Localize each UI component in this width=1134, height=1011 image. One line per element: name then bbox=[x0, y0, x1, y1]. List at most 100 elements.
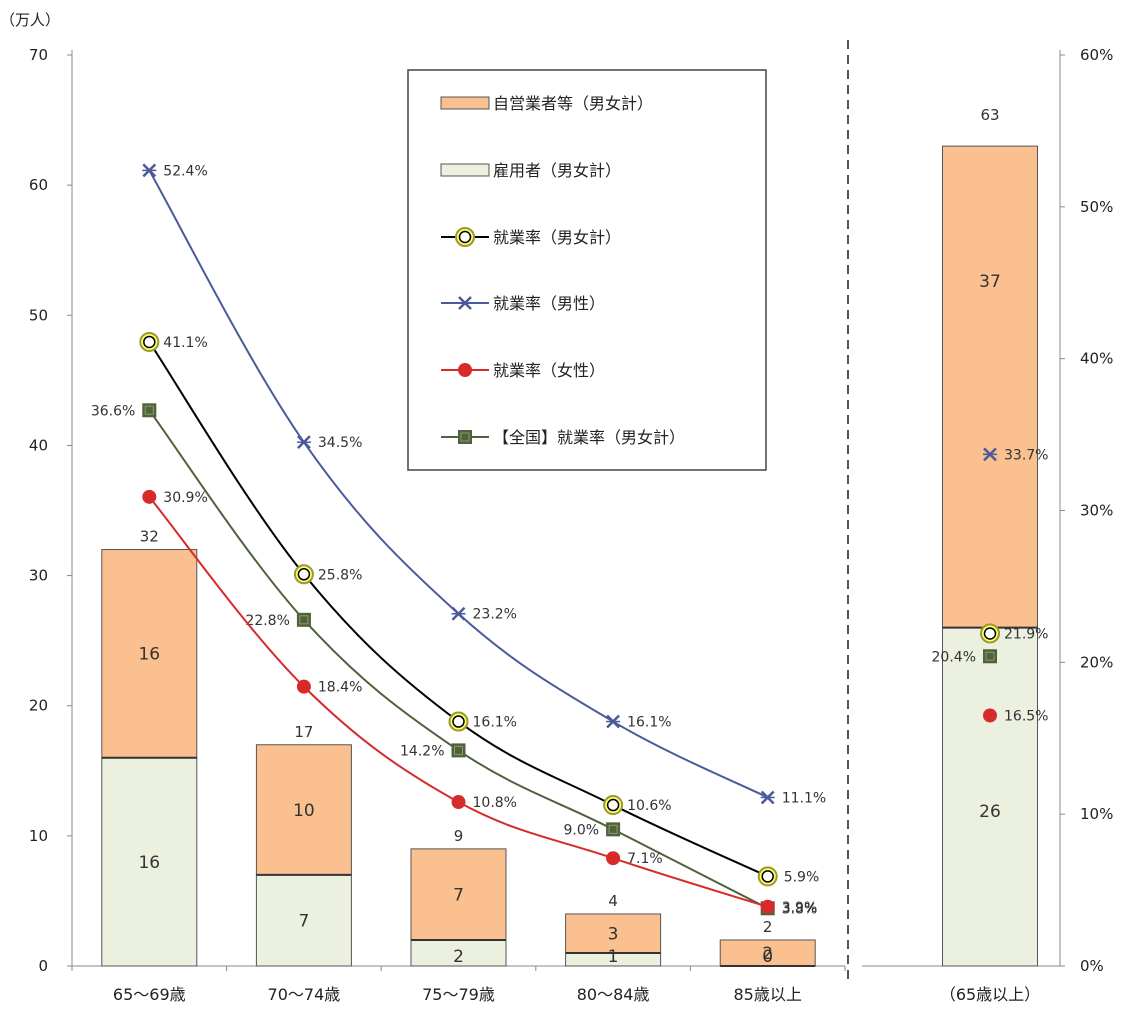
series-marker-total bbox=[983, 649, 997, 664]
y-tick-label-right: 10% bbox=[1080, 805, 1113, 823]
series-marker bbox=[451, 743, 466, 758]
legend-marker bbox=[458, 363, 472, 377]
series-marker bbox=[757, 866, 778, 887]
bar-label-employee: 2 bbox=[453, 947, 464, 967]
series-marker bbox=[448, 711, 469, 732]
series-line bbox=[148, 409, 769, 910]
series-marker-total bbox=[983, 708, 997, 723]
x-category-label-total: （65歳以上） bbox=[940, 985, 1040, 1004]
legend-label: 就業率（男性） bbox=[493, 294, 605, 313]
bar-label-self-employed: 2 bbox=[762, 944, 773, 964]
bar-employee bbox=[410, 939, 507, 967]
series-value-label: 16.1% bbox=[627, 715, 671, 731]
series-line bbox=[148, 496, 768, 908]
x-category-label: 70～74歳 bbox=[268, 985, 341, 1004]
bar-total-label-total: 63 bbox=[980, 106, 999, 124]
y-tick-label-left: 10 bbox=[29, 827, 48, 845]
y-tick-label-left: 50 bbox=[29, 306, 48, 324]
series-value-label: 7.1% bbox=[627, 851, 663, 867]
bar-label-employee: 0 bbox=[762, 947, 773, 967]
legend-box bbox=[407, 69, 767, 471]
series-marker bbox=[606, 822, 621, 837]
y-tick-label-right: 40% bbox=[1080, 350, 1113, 368]
bar-label-employee: 1 bbox=[608, 947, 619, 967]
series-value-label: 34.5% bbox=[318, 435, 362, 451]
series-value-label-total: 33.7% bbox=[1004, 447, 1048, 463]
bar-employee bbox=[255, 874, 352, 967]
bar-total-label: 2 bbox=[763, 918, 773, 936]
y-tick-label-left: 70 bbox=[29, 46, 48, 64]
series-marker bbox=[139, 331, 160, 352]
series-value-label: 11.1% bbox=[782, 790, 826, 806]
series-value-label: 25.8% bbox=[318, 567, 362, 583]
series-marker bbox=[296, 679, 311, 694]
bar-self-employed bbox=[719, 939, 816, 967]
series-marker bbox=[142, 489, 157, 504]
series-value-label: 3.9% bbox=[782, 900, 818, 916]
y-tick-label-right: 60% bbox=[1080, 46, 1113, 64]
bar-label-self-employed: 3 bbox=[608, 924, 619, 944]
legend-label: 自営業者等（男女計） bbox=[493, 94, 653, 113]
bar-employee bbox=[101, 757, 198, 967]
series-marker-total bbox=[983, 447, 997, 462]
y-tick-label-left: 20 bbox=[29, 697, 48, 715]
legend-marker bbox=[455, 227, 475, 247]
bar-total-label: 32 bbox=[140, 528, 159, 546]
series-value-label: 9.0% bbox=[564, 822, 600, 838]
y-tick-label-right: 30% bbox=[1080, 502, 1113, 520]
bar-total-label: 17 bbox=[294, 723, 313, 741]
series-marker bbox=[142, 403, 157, 418]
series-marker bbox=[603, 795, 624, 816]
series-value-label: 10.6% bbox=[627, 798, 671, 814]
series-value-label-total: 16.5% bbox=[1004, 708, 1048, 724]
series-marker bbox=[606, 851, 621, 866]
bar-label-employee-total: 26 bbox=[979, 802, 1001, 822]
y-tick-label-left: 30 bbox=[29, 567, 48, 585]
legend-swatch bbox=[440, 96, 490, 110]
series-line bbox=[148, 341, 769, 878]
bar-label-self-employed-total: 37 bbox=[979, 272, 1001, 292]
legend-label: 就業率（男女計） bbox=[493, 228, 621, 247]
bar-label-employee: 7 bbox=[298, 911, 309, 931]
legend-swatch bbox=[440, 163, 490, 177]
y-axis-unit: （万人） bbox=[0, 11, 60, 29]
bar-self-employed-total bbox=[942, 145, 1038, 629]
bar-label-self-employed: 16 bbox=[138, 645, 160, 665]
series-value-label: 22.8% bbox=[245, 613, 289, 629]
bar-label-self-employed: 7 bbox=[453, 885, 464, 905]
legend-label: 就業率（女性） bbox=[493, 361, 605, 380]
series-marker bbox=[760, 790, 775, 805]
bar-self-employed bbox=[255, 744, 352, 876]
y-tick-label-left: 60 bbox=[29, 176, 48, 194]
legend-marker bbox=[458, 296, 472, 310]
series-value-label: 52.4% bbox=[163, 163, 207, 179]
series-value-label: 30.9% bbox=[163, 490, 207, 506]
y-tick-label-left: 40 bbox=[29, 436, 48, 454]
series-line bbox=[148, 169, 769, 799]
series-marker bbox=[606, 714, 621, 729]
series-value-label: 10.8% bbox=[473, 795, 517, 811]
bar-label-employee: 16 bbox=[138, 853, 160, 873]
series-marker-total bbox=[980, 623, 1000, 644]
y-tick-label-right: 50% bbox=[1080, 198, 1113, 216]
bar-total-label: 4 bbox=[608, 892, 618, 910]
series-value-label: 3.8% bbox=[782, 901, 818, 917]
x-category-label: 85歳以上 bbox=[734, 985, 802, 1004]
bar-self-employed bbox=[410, 848, 507, 941]
series-value-label: 41.1% bbox=[163, 335, 207, 351]
series-marker bbox=[293, 564, 314, 585]
series-value-label: 18.4% bbox=[318, 680, 362, 696]
series-marker bbox=[296, 612, 311, 627]
series-marker bbox=[296, 435, 311, 450]
bar-employee-total bbox=[942, 627, 1038, 967]
bar-self-employed bbox=[565, 913, 662, 954]
series-marker bbox=[451, 606, 466, 621]
series-marker bbox=[451, 795, 466, 810]
legend-label: 雇用者（男女計） bbox=[493, 161, 621, 180]
series-value-label: 16.1% bbox=[473, 715, 517, 731]
y-tick-label-right: 20% bbox=[1080, 653, 1113, 671]
series-value-label-total: 21.9% bbox=[1004, 626, 1048, 642]
bar-self-employed bbox=[101, 549, 198, 759]
